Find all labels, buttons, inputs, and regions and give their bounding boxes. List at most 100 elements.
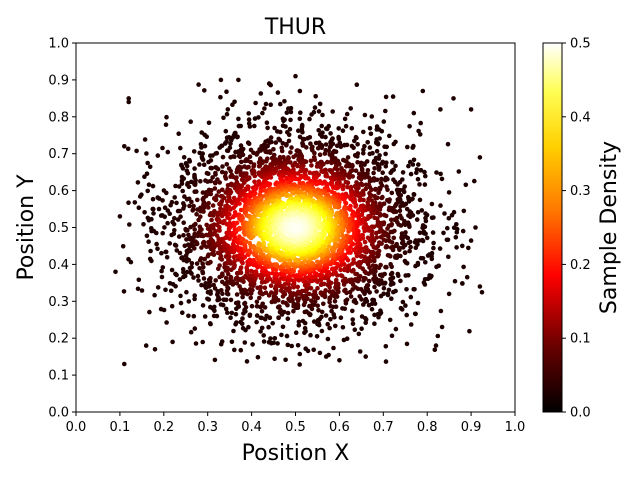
scatter-point xyxy=(374,230,379,236)
scatter-point xyxy=(439,324,445,330)
scatter-point xyxy=(178,300,184,306)
scatter-point xyxy=(296,197,302,203)
scatter-point xyxy=(446,291,452,297)
scatter-point xyxy=(204,222,209,228)
scatter-point xyxy=(270,270,275,276)
scatter-point xyxy=(237,154,243,160)
scatter-point xyxy=(233,203,238,208)
scatter-point xyxy=(202,88,207,93)
scatter-point xyxy=(296,289,301,295)
scatter-point xyxy=(403,234,409,239)
scatter-point xyxy=(177,277,183,282)
scatter-point xyxy=(212,357,218,363)
scatter-point xyxy=(303,176,308,181)
scatter-point xyxy=(356,175,362,181)
scatter-point xyxy=(227,211,232,217)
scatter-point xyxy=(177,250,183,256)
scatter-point xyxy=(213,228,218,234)
scatter-point xyxy=(210,175,215,180)
scatter-point xyxy=(218,94,223,100)
scatter-point xyxy=(234,275,240,281)
scatter-point xyxy=(277,304,282,309)
scatter-point xyxy=(238,143,244,148)
scatter-point xyxy=(351,145,356,151)
scatter-point xyxy=(246,141,252,146)
scatter-point xyxy=(186,257,192,263)
scatter-point xyxy=(189,271,194,276)
scatter-point xyxy=(353,168,359,173)
scatter-point xyxy=(328,303,333,309)
scatter-point xyxy=(370,297,375,303)
scatter-point xyxy=(284,143,289,148)
colorbar-tick-label: 0.3 xyxy=(570,184,591,199)
scatter-point xyxy=(268,175,274,180)
scatter-point xyxy=(374,289,379,294)
scatter-point xyxy=(353,271,358,277)
scatter-point xyxy=(225,310,230,316)
scatter-point xyxy=(354,82,360,87)
scatter-point xyxy=(262,305,268,310)
scatter-point xyxy=(290,297,295,303)
scatter-point xyxy=(209,188,214,193)
y-tick-label: 0.7 xyxy=(48,147,69,162)
scatter-point xyxy=(193,221,198,227)
scatter-point xyxy=(383,94,389,100)
colorbar-tick-label: 0.1 xyxy=(570,332,591,347)
scatter-point xyxy=(261,339,267,344)
scatter-point xyxy=(121,289,127,294)
x-tick-label: 0.4 xyxy=(241,420,262,435)
scatter-point xyxy=(264,313,269,319)
scatter-point xyxy=(356,331,362,337)
scatter-point xyxy=(247,312,253,318)
scatter-point xyxy=(378,262,383,268)
scatter-point xyxy=(261,173,267,179)
scatter-point xyxy=(259,325,265,331)
scatter-point xyxy=(132,200,138,205)
scatter-point xyxy=(420,88,426,94)
scatter-point xyxy=(295,284,301,290)
scatter-point xyxy=(279,148,285,154)
y-tick-label: 0.4 xyxy=(48,258,69,273)
scatter-point xyxy=(163,249,169,255)
scatter-point xyxy=(444,237,450,243)
scatter-point xyxy=(362,249,368,254)
scatter-point xyxy=(296,128,301,133)
scatter-point xyxy=(238,207,244,213)
scatter-point xyxy=(445,141,451,147)
scatter-point xyxy=(200,339,205,345)
scatter-point xyxy=(296,323,302,328)
scatter-point xyxy=(296,319,302,325)
scatter-point xyxy=(432,347,438,353)
scatter-point xyxy=(382,144,387,149)
scatter-point xyxy=(268,336,273,341)
scatter-point xyxy=(208,289,213,294)
scatter-point xyxy=(418,255,424,261)
scatter-point xyxy=(357,197,363,203)
scatter-point xyxy=(372,166,377,171)
scatter-point xyxy=(320,112,325,118)
scatter-point xyxy=(233,176,239,181)
scatter-point xyxy=(404,312,410,318)
scatter-point xyxy=(328,317,333,322)
scatter-point xyxy=(189,199,194,205)
scatter-point xyxy=(126,200,131,205)
scatter-point xyxy=(297,116,303,122)
scatter-point xyxy=(171,231,177,236)
scatter-point xyxy=(363,354,369,359)
scatter-point xyxy=(366,278,372,284)
scatter-point xyxy=(268,102,274,107)
scatter-point xyxy=(270,200,276,205)
scatter-point xyxy=(422,182,428,187)
scatter-point xyxy=(399,240,405,246)
scatter-point xyxy=(185,171,191,176)
scatter-point xyxy=(385,291,391,296)
scatter-point xyxy=(466,245,471,251)
scatter-point xyxy=(162,214,167,220)
scatter-point xyxy=(323,142,329,147)
scatter-point xyxy=(258,284,263,290)
scatter-point xyxy=(220,302,226,308)
scatter-point xyxy=(364,283,370,288)
scatter-point xyxy=(192,326,198,331)
scatter-point xyxy=(266,260,272,266)
scatter-point xyxy=(139,288,145,293)
